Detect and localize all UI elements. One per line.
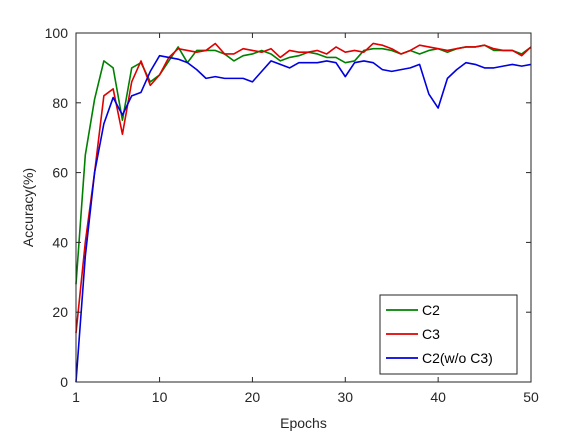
y-tick-label: 60	[52, 165, 68, 181]
legend-label-3: C2(w/o C3)	[422, 350, 493, 366]
y-tick-label: 20	[52, 304, 68, 320]
y-tick-label: 40	[52, 234, 68, 250]
x-tick-label: 30	[337, 389, 353, 405]
y-tick-label: 100	[45, 25, 69, 41]
y-axis-label: Accuracy(%)	[20, 168, 36, 247]
series-line-2	[75, 42, 532, 334]
x-tick-label: 20	[245, 389, 261, 405]
series-line-3	[75, 54, 532, 383]
legend-label-1: C2	[422, 302, 440, 318]
y-tick-label: 0	[60, 374, 68, 390]
x-tick-label: 10	[152, 389, 168, 405]
x-axis-label: Epochs	[280, 415, 327, 431]
x-tick-label: 50	[523, 389, 539, 405]
x-tick-label: 40	[430, 389, 446, 405]
legend-label-2: C3	[422, 326, 440, 342]
axes-box	[75, 32, 532, 383]
x-tick-label: 1	[72, 389, 80, 405]
y-tick-label: 80	[52, 95, 68, 111]
